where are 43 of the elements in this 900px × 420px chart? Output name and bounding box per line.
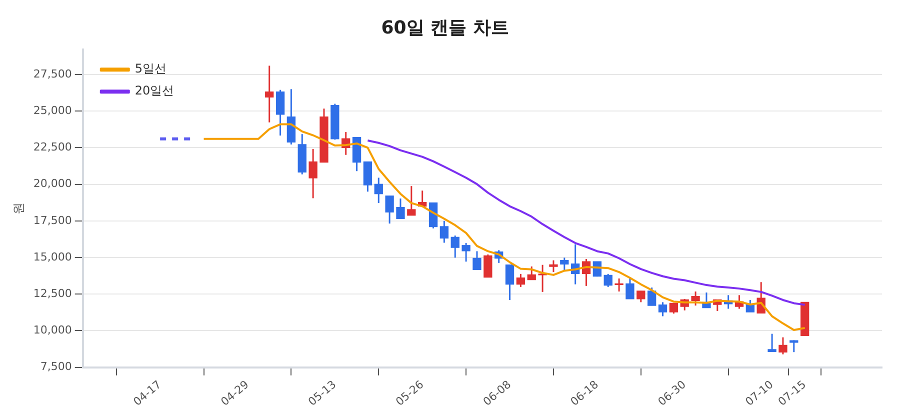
candlestick [560, 256, 569, 272]
legend-label: 5일선 [134, 62, 167, 76]
y-tick-label: 22,500 [33, 140, 72, 154]
candlestick [407, 185, 416, 216]
candlestick [276, 89, 285, 136]
candlestick [626, 276, 634, 300]
candlestick [374, 176, 383, 204]
candlestick [669, 302, 678, 314]
candlestick [658, 301, 668, 317]
chart-title: 60일 캔들 차트 [381, 17, 509, 38]
candlestick [527, 266, 536, 281]
y-tick-label: 20,000 [33, 177, 72, 190]
candlestick [604, 273, 612, 288]
candlestick [484, 254, 492, 278]
candlestick [549, 260, 558, 273]
y-tick-label: 10,000 [33, 324, 72, 337]
candlestick [308, 148, 318, 199]
y-axis-title: 원 [11, 202, 26, 214]
y-tick-label: 27,500 [33, 67, 72, 80]
candlestick [462, 242, 470, 262]
candlestick [768, 333, 776, 352]
candlestick [636, 290, 646, 303]
candlestick [472, 250, 482, 270]
y-tick-label: 7,500 [40, 360, 72, 374]
candlestick [516, 273, 526, 288]
candlestick [790, 340, 798, 353]
candlestick [648, 286, 656, 306]
y-tick-label: 12,500 [33, 286, 72, 300]
candlestick [614, 278, 624, 292]
candlestick [265, 64, 274, 124]
candlestick [440, 220, 449, 244]
y-tick-label: 25,000 [33, 104, 72, 117]
candlestick [450, 234, 460, 258]
candlestick [691, 290, 700, 306]
candlestick [538, 264, 547, 293]
legend-label: 20일선 [134, 84, 174, 98]
y-tick-label: 17,500 [33, 214, 72, 227]
candlestick [363, 161, 372, 192]
candlestick [396, 198, 405, 220]
candlestick [778, 336, 788, 356]
candlestick [505, 264, 514, 301]
candlestick [385, 195, 394, 224]
y-tick-label: 15,000 [33, 250, 72, 264]
